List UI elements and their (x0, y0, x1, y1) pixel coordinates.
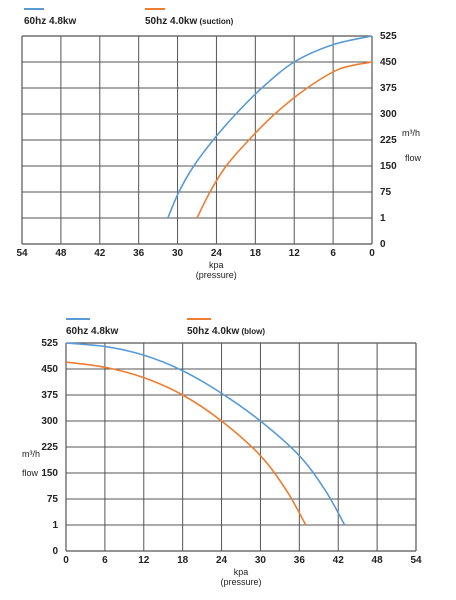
x-tick-label: 36 (133, 248, 145, 259)
y-tick-label: 375 (41, 390, 58, 401)
y-tick-label: 0 (380, 239, 386, 250)
y-tick-label: 225 (41, 442, 58, 453)
y-tick-label: 150 (41, 468, 58, 479)
y-unit-label: m³/h (402, 128, 420, 138)
y-tick-label: 525 (380, 31, 397, 42)
series-line-60hz (167, 35, 373, 219)
x-tick-label: 12 (289, 248, 301, 259)
x-axis-sublabel: (pressure) (220, 577, 261, 587)
x-tick-label: 18 (250, 248, 262, 259)
y-tick-label: 75 (380, 187, 392, 198)
series-line-50hz (196, 61, 373, 219)
y-tick-label: 1 (380, 213, 386, 224)
y-tick-label: 225 (380, 135, 397, 146)
x-tick-label: 0 (63, 555, 69, 566)
x-tick-label: 24 (211, 248, 223, 259)
y-tick-label: 300 (380, 109, 397, 120)
x-tick-label: 54 (410, 555, 422, 566)
y-unit-label: m³/h (22, 449, 40, 459)
series-line-60hz (65, 342, 346, 526)
x-tick-label: 6 (102, 555, 108, 566)
x-tick-label: 48 (55, 248, 67, 259)
x-tick-label: 24 (216, 555, 228, 566)
x-tick-label: 48 (372, 555, 384, 566)
legend-entry: 50hz 4.0kw (suction) (145, 16, 234, 27)
y-tick-label: 300 (41, 416, 58, 427)
y-tick-label: 150 (380, 161, 397, 172)
y-tick-label: 0 (52, 546, 58, 557)
legend-entry: 60hz 4.8kw (24, 16, 76, 27)
x-axis-sublabel: (pressure) (196, 270, 237, 280)
x-tick-label: 42 (94, 248, 106, 259)
y-tick-label: 375 (380, 83, 397, 94)
y-tick-label: 75 (47, 494, 59, 505)
x-tick-label: 6 (330, 248, 336, 259)
x-axis-label: kpa (209, 260, 224, 270)
x-tick-label: 36 (294, 555, 306, 566)
legend-entry-suffix: (suction) (197, 17, 233, 26)
x-tick-label: 54 (16, 248, 28, 259)
x-axis-label: kpa (234, 567, 249, 577)
x-tick-label: 42 (333, 555, 345, 566)
legend-entry-suffix: (blow) (239, 327, 265, 336)
x-tick-label: 12 (138, 555, 150, 566)
legend-entry: 50hz 4.0kw (blow) (187, 326, 265, 337)
y-axis-label: flow (405, 153, 422, 163)
y-tick-label: 525 (41, 338, 58, 349)
y-tick-label: 450 (41, 364, 58, 375)
x-tick-label: 0 (369, 248, 375, 259)
series-line-50hz (65, 361, 307, 526)
y-tick-label: 1 (52, 520, 58, 531)
x-tick-label: 18 (177, 555, 189, 566)
y-axis-label: flow (22, 468, 39, 478)
legend-entry: 60hz 4.8kw (66, 326, 118, 337)
x-tick-label: 30 (255, 555, 267, 566)
x-tick-label: 30 (172, 248, 184, 259)
y-tick-label: 450 (380, 57, 397, 68)
